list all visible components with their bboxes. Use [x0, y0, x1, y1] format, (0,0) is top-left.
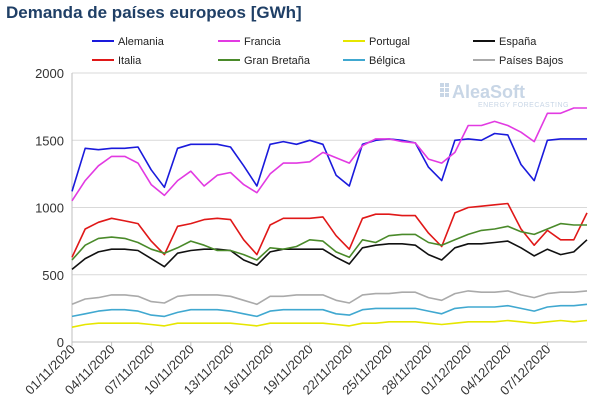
chart-title: Demanda de países europeos [GWh]: [6, 3, 302, 22]
legend-label: Bélgica: [369, 55, 406, 67]
y-tick-label: 1000: [35, 201, 64, 216]
series-line-7: [71, 290, 588, 306]
legend-label: Francia: [244, 36, 282, 48]
y-tick-label: 500: [42, 268, 64, 283]
watermark-brand: AleaSoft: [452, 82, 525, 102]
legend: Alemania Francia Portugal España Italia Gran …: [92, 36, 564, 67]
series-line-3: [71, 239, 588, 271]
legend-label: Italia: [118, 55, 142, 67]
series-line-1: [71, 107, 587, 202]
legend-label: Países Bajos: [499, 55, 564, 67]
series-line-4: [71, 202, 588, 258]
legend-label: Portugal: [369, 36, 410, 48]
aleasoft-logo-icon: [440, 83, 449, 97]
series-line-6: [71, 303, 588, 318]
y-tick-label: 0: [57, 335, 64, 350]
y-tick-label: 2000: [35, 66, 64, 81]
legend-label: Alemania: [118, 36, 165, 48]
aleasoft-watermark: AleaSoft ENERGY FORECASTING: [440, 82, 569, 109]
axes: 050010001500200001/11/202004/11/202007/1…: [22, 66, 587, 398]
y-tick-label: 1500: [35, 133, 64, 148]
legend-label: España: [499, 36, 537, 48]
series-line-0: [71, 132, 587, 192]
series-lines: [71, 107, 588, 328]
legend-label: Gran Bretaña: [244, 55, 311, 67]
watermark-tagline: ENERGY FORECASTING: [478, 102, 569, 109]
series-line-2: [71, 319, 588, 328]
series-line-5: [71, 222, 587, 261]
